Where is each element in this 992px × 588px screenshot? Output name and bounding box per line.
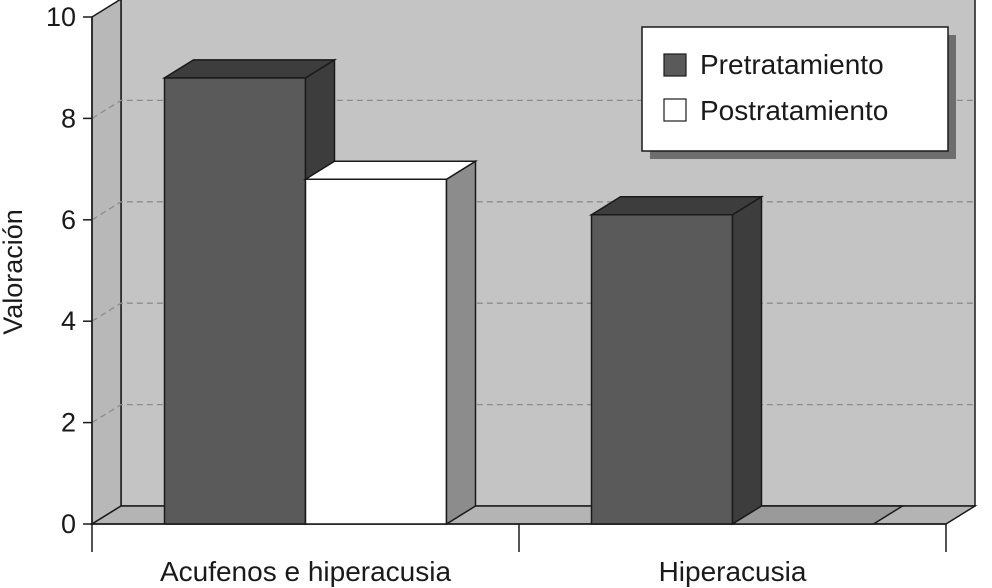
side-wall bbox=[91, 0, 122, 526]
legend-label-postratamiento: Postratamiento bbox=[700, 95, 888, 126]
x-axis: Acufenos e hiperacusia Hiperacusia bbox=[91, 523, 947, 587]
bar-pretratamiento-1 bbox=[161, 58, 338, 526]
x-tick-label: Acufenos e hiperacusia bbox=[160, 556, 452, 587]
y-axis: 0 2 4 6 8 10 bbox=[46, 2, 93, 539]
bar-pretratamiento-2 bbox=[588, 195, 765, 526]
legend-box bbox=[641, 26, 949, 152]
bar-postratamiento-1 bbox=[302, 159, 479, 526]
y-tick-label: 10 bbox=[46, 2, 76, 32]
y-tick-label: 2 bbox=[61, 408, 76, 438]
y-tick-label: 0 bbox=[61, 509, 76, 539]
legend-swatch-postratamiento bbox=[663, 98, 687, 122]
bar-top bbox=[729, 505, 906, 525]
bar-postratamiento-2 bbox=[729, 505, 906, 525]
bar-side bbox=[731, 195, 763, 526]
bar-top bbox=[302, 160, 479, 180]
y-axis-label: Valoración bbox=[0, 209, 28, 335]
y-tick-label: 4 bbox=[61, 306, 76, 336]
y-tick-label: 6 bbox=[61, 205, 76, 235]
y-tick-label: 8 bbox=[61, 103, 76, 133]
bar-top bbox=[161, 59, 338, 79]
legend-swatch-pretratamiento bbox=[663, 53, 687, 77]
x-tick-label: Hiperacusia bbox=[659, 556, 807, 587]
bar-side bbox=[445, 159, 477, 526]
bar-front bbox=[590, 213, 734, 525]
bars bbox=[161, 58, 906, 526]
legend: Pretratamiento Postratamiento bbox=[641, 26, 956, 159]
bar-top bbox=[588, 195, 765, 216]
bar-front bbox=[163, 77, 307, 525]
legend-label-pretratamiento: Pretratamiento bbox=[700, 49, 884, 80]
bar-front bbox=[304, 178, 448, 525]
